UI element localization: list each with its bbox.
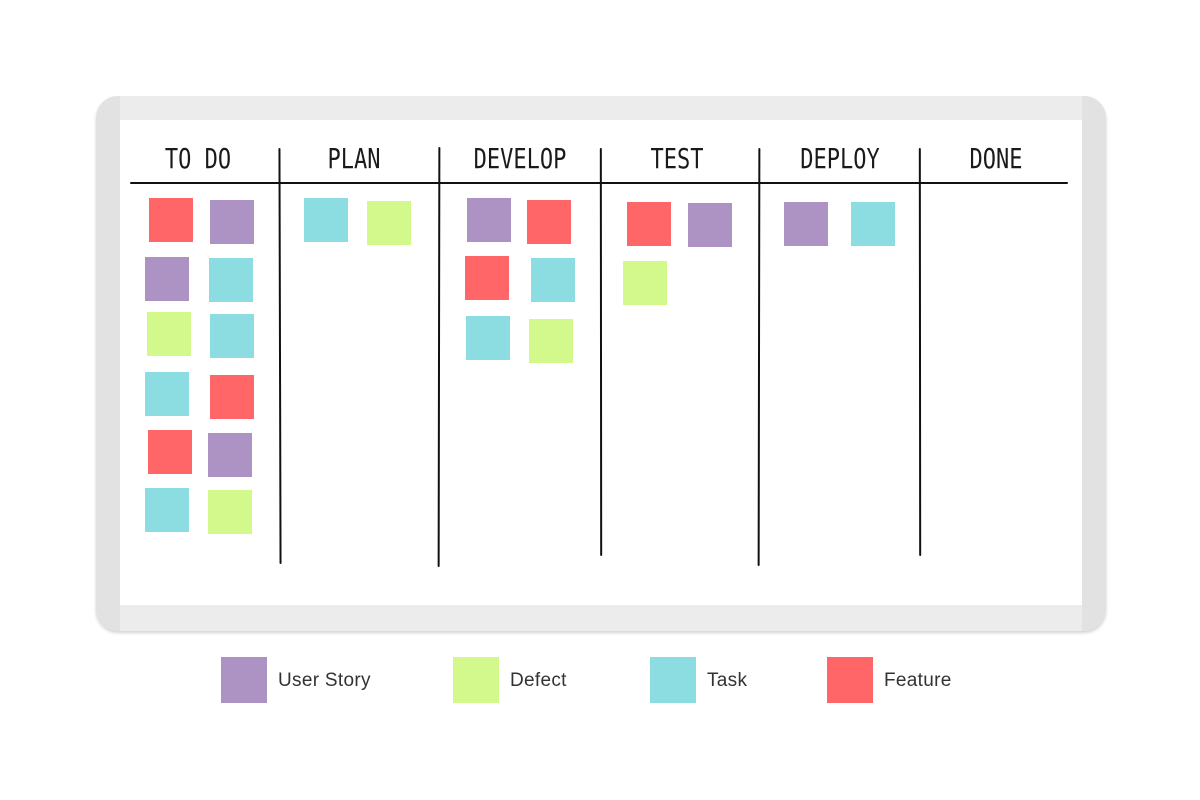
card-deploy-1[interactable] [784, 202, 828, 246]
header-rule [130, 182, 1068, 184]
legend-label-task: Task [707, 670, 748, 691]
frame-right-cap [1082, 96, 1106, 631]
column-header-plan: PLAN [327, 144, 381, 176]
card-develop-3[interactable] [465, 256, 509, 300]
legend-label-user-story: User Story [278, 670, 371, 691]
column-header-todo: TO DO [164, 144, 232, 176]
card-todo-10[interactable] [208, 433, 252, 477]
column-header-develop: DEVELOP [473, 144, 567, 176]
card-plan-1[interactable] [304, 198, 348, 242]
card-todo-4[interactable] [209, 258, 253, 302]
legend-swatch-task [650, 657, 696, 703]
card-todo-12[interactable] [208, 490, 252, 534]
card-todo-3[interactable] [145, 257, 189, 301]
card-develop-2[interactable] [527, 200, 571, 244]
card-todo-5[interactable] [147, 312, 191, 356]
card-develop-5[interactable] [466, 316, 510, 360]
card-test-1[interactable] [627, 202, 671, 246]
card-develop-6[interactable] [529, 319, 573, 363]
card-plan-2[interactable] [367, 201, 411, 245]
legend-swatch-defect [453, 657, 499, 703]
card-test-3[interactable] [623, 261, 667, 305]
legend-swatch-feature [827, 657, 873, 703]
card-todo-2[interactable] [210, 200, 254, 244]
column-divider [599, 147, 603, 557]
column-divider [918, 147, 922, 557]
card-todo-9[interactable] [148, 430, 192, 474]
column-header-done: DONE [969, 144, 1023, 176]
card-develop-1[interactable] [467, 198, 511, 242]
card-develop-4[interactable] [531, 258, 575, 302]
legend-swatch-user-story [221, 657, 267, 703]
legend-label-feature: Feature [884, 670, 952, 691]
card-todo-6[interactable] [210, 314, 254, 358]
card-todo-11[interactable] [145, 488, 189, 532]
card-todo-1[interactable] [149, 198, 193, 242]
card-test-2[interactable] [688, 203, 732, 247]
frame-left-cap [96, 96, 120, 631]
card-todo-7[interactable] [145, 372, 189, 416]
column-header-test: TEST [650, 144, 704, 176]
legend-label-defect: Defect [510, 670, 567, 691]
card-todo-8[interactable] [210, 375, 254, 419]
card-deploy-2[interactable] [851, 202, 895, 246]
column-header-deploy: DEPLOY [800, 144, 880, 176]
